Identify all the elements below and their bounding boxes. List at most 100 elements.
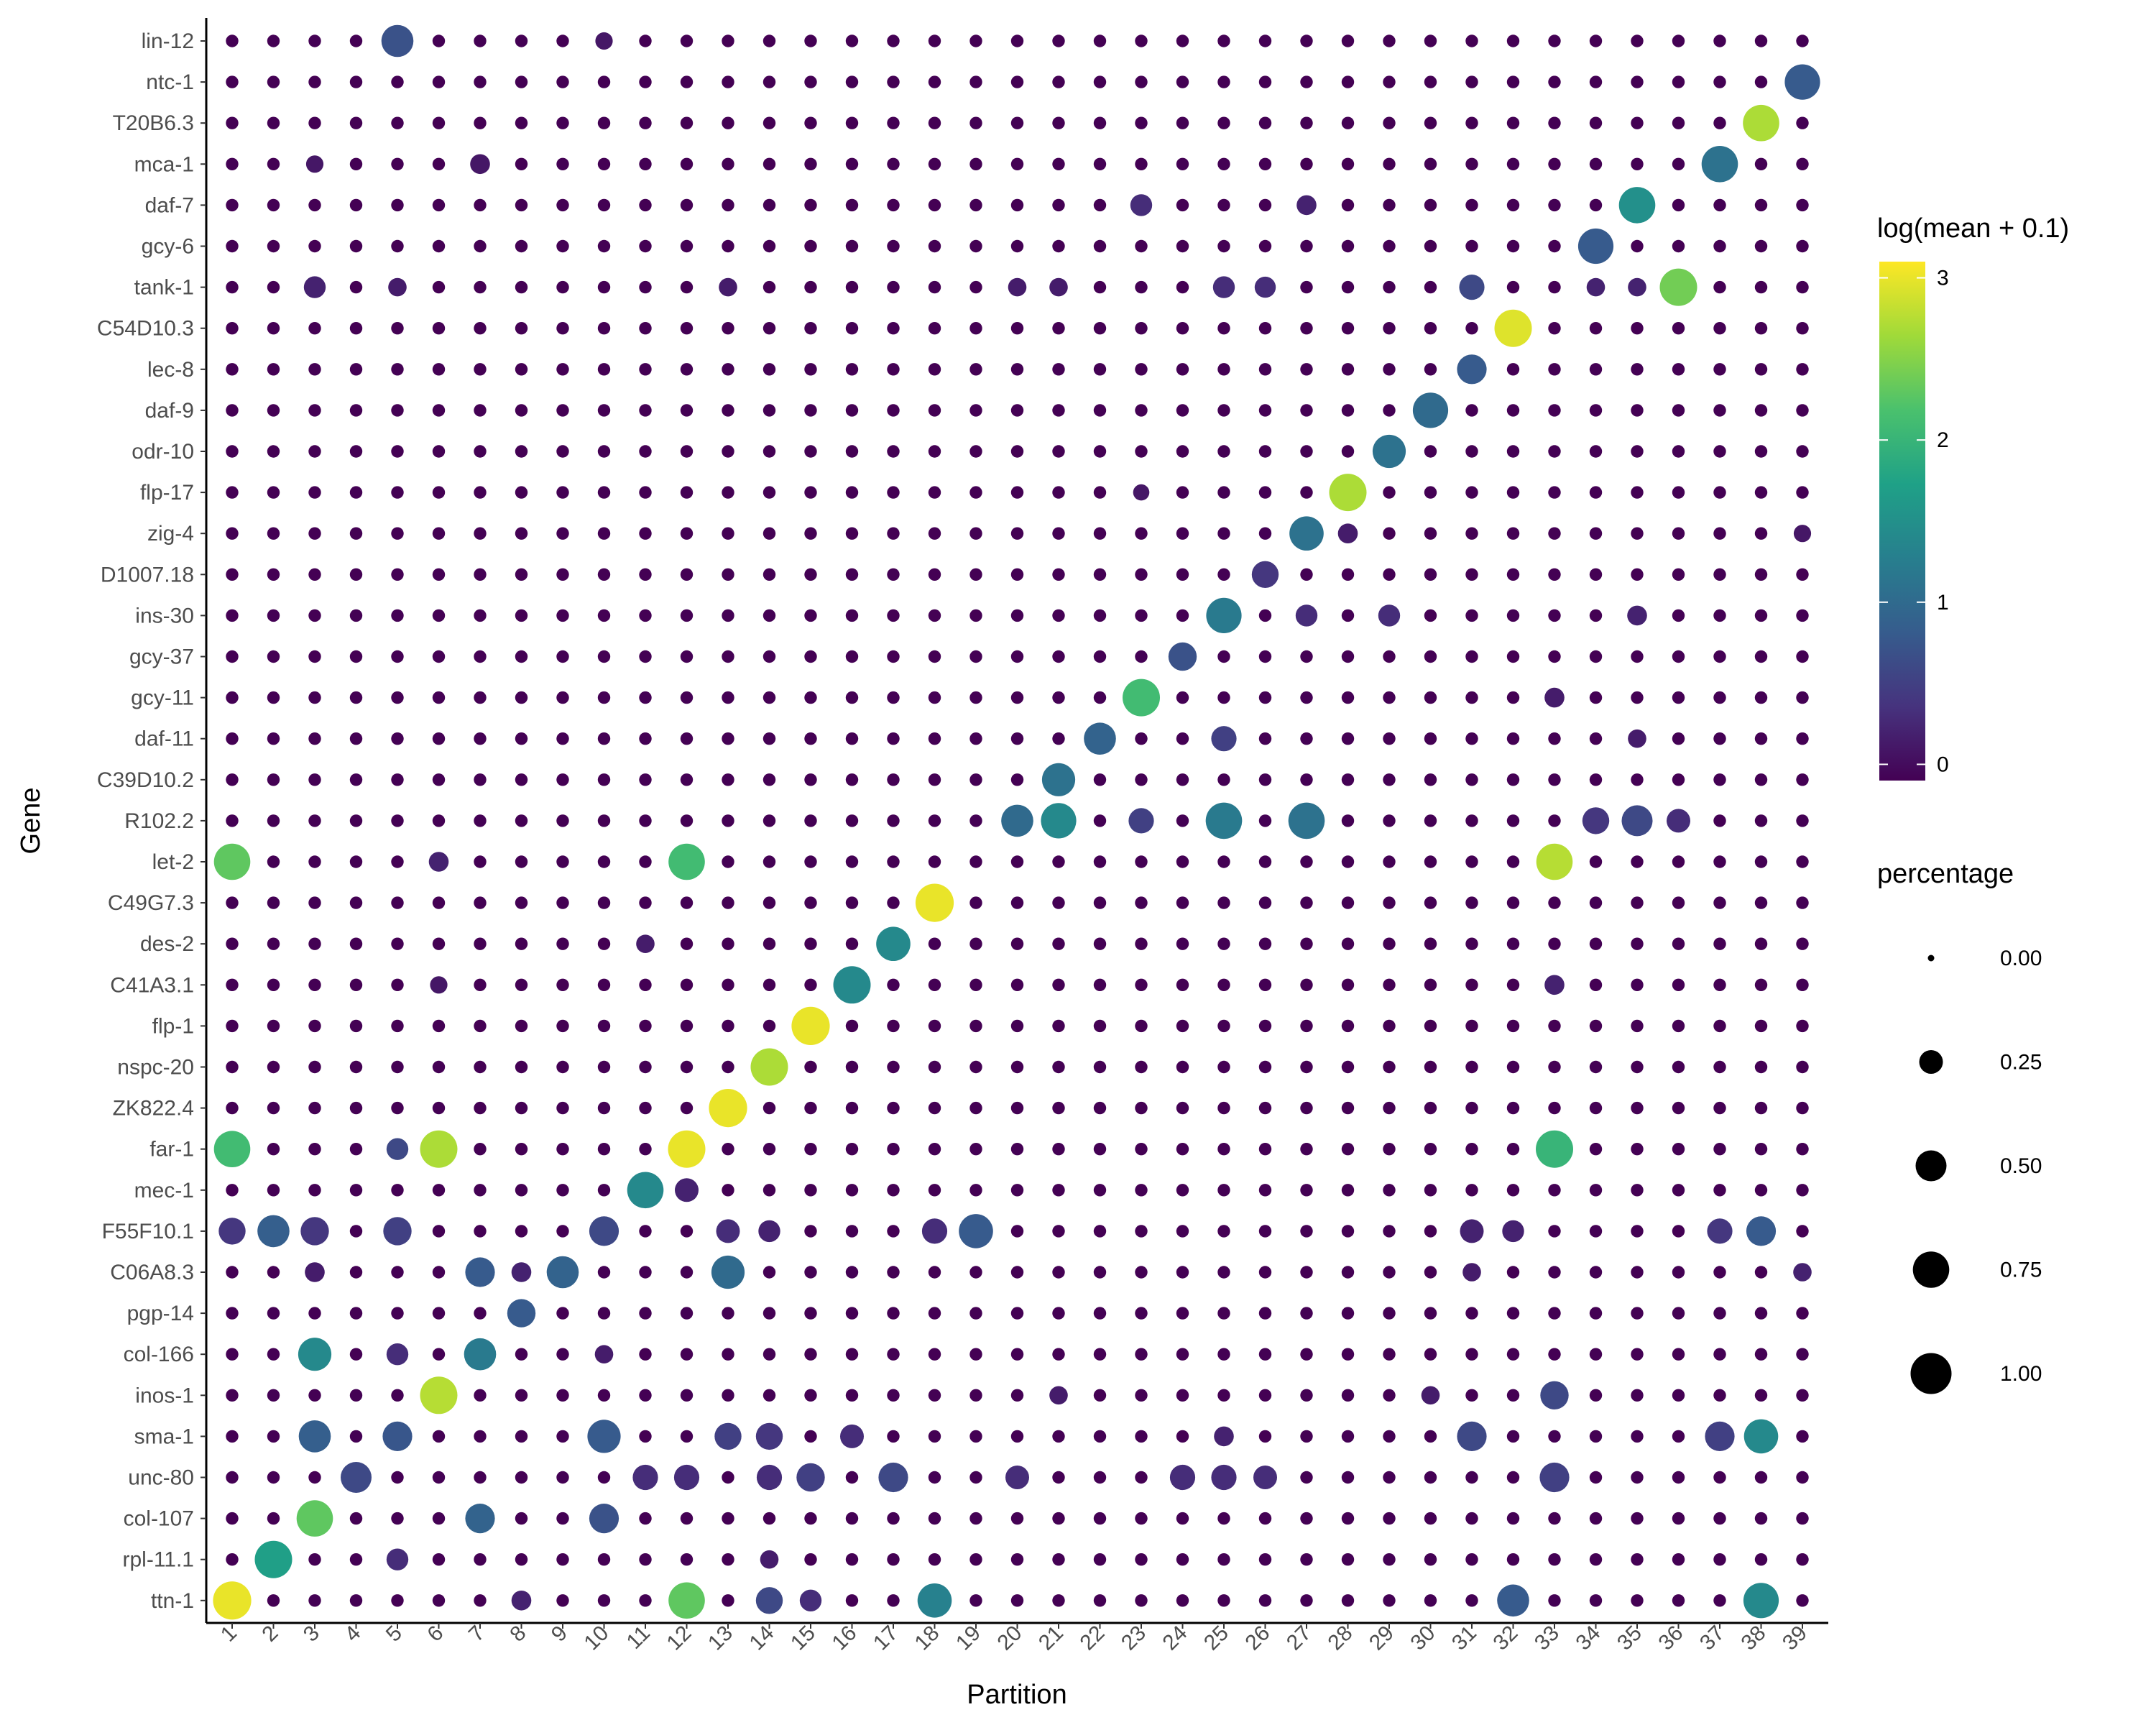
dot-point xyxy=(1465,609,1478,622)
dot-point xyxy=(799,1589,822,1611)
dot-point xyxy=(391,1060,404,1074)
dot-point xyxy=(515,527,528,540)
partition-label: 33 xyxy=(1530,1622,1564,1655)
dot-point xyxy=(969,1348,982,1361)
dot-point xyxy=(386,1343,409,1366)
dot-point xyxy=(887,280,900,294)
dot-point xyxy=(969,1430,982,1443)
dot-point xyxy=(639,116,652,129)
dot-point xyxy=(267,1307,280,1320)
dot-point xyxy=(1176,814,1189,827)
dot-point xyxy=(1093,34,1107,47)
dot-point xyxy=(597,650,611,663)
dot-point xyxy=(1713,609,1726,622)
dot-point xyxy=(349,1512,363,1525)
dot-point xyxy=(1135,1553,1148,1566)
dot-point xyxy=(969,1019,982,1033)
dot-point xyxy=(1506,814,1520,827)
dot-point xyxy=(887,1143,900,1156)
dot-point xyxy=(887,1307,900,1320)
dot-point xyxy=(1672,1512,1685,1525)
dot-point xyxy=(1052,937,1065,950)
size-legend-label: 0.25 xyxy=(2000,1051,2042,1075)
dot-point xyxy=(1176,280,1189,294)
dot-point xyxy=(1383,1143,1396,1156)
dot-point xyxy=(267,1184,280,1197)
dot-point xyxy=(1672,1307,1685,1320)
dot-point xyxy=(511,1262,532,1282)
gene-label: zig-4 xyxy=(147,522,194,546)
dot-point xyxy=(1548,1019,1561,1033)
dot-point xyxy=(887,322,900,335)
dot-point xyxy=(226,75,239,88)
dot-point xyxy=(1010,1266,1024,1279)
dot-point xyxy=(474,1143,487,1156)
dot-point xyxy=(845,322,859,335)
dot-point xyxy=(1052,1471,1065,1484)
dot-point xyxy=(804,527,817,540)
dot-point xyxy=(1211,726,1237,752)
dot-point xyxy=(226,527,239,540)
dot-point xyxy=(1383,1266,1396,1279)
dot-point xyxy=(878,1462,908,1493)
dot-point xyxy=(1258,34,1272,47)
partition-label: 31 xyxy=(1447,1622,1481,1655)
dot-point xyxy=(969,814,982,827)
dot-point xyxy=(267,1101,280,1115)
dot-point xyxy=(308,1143,321,1156)
dot-point xyxy=(1796,1553,1809,1566)
dot-point xyxy=(1383,691,1396,704)
dot-point xyxy=(639,1225,652,1238)
dot-point xyxy=(636,934,655,953)
gene-label: C41A3.1 xyxy=(110,973,194,997)
dot-point xyxy=(928,568,941,581)
dot-point xyxy=(391,1101,404,1115)
dot-point xyxy=(213,1581,252,1620)
dot-point xyxy=(1214,1426,1234,1447)
dot-point xyxy=(680,1019,694,1033)
dot-point xyxy=(391,239,404,253)
dot-point xyxy=(1341,157,1355,170)
dot-point xyxy=(1258,650,1272,663)
dot-point xyxy=(1796,1389,1809,1402)
dot-point xyxy=(597,239,611,253)
dot-point xyxy=(341,1462,372,1493)
dot-point xyxy=(1713,1184,1726,1197)
dot-point xyxy=(1796,239,1809,253)
dot-point xyxy=(1258,732,1272,745)
dot-point xyxy=(1049,1386,1068,1405)
dot-point xyxy=(1176,239,1189,253)
dot-point xyxy=(349,978,363,992)
dot-point xyxy=(1383,1307,1396,1320)
dot-point xyxy=(1341,650,1355,663)
dot-point xyxy=(1796,732,1809,745)
dot-point xyxy=(1383,732,1396,745)
dot-point xyxy=(308,363,321,376)
partition-label: 25 xyxy=(1199,1622,1233,1655)
dot-point xyxy=(349,157,363,170)
dot-point xyxy=(428,852,449,872)
dot-point xyxy=(474,486,487,499)
dot-point xyxy=(386,1138,409,1160)
dot-point xyxy=(556,34,569,47)
dot-point xyxy=(298,1420,331,1453)
dot-point xyxy=(1548,1430,1561,1443)
dot-point xyxy=(556,1307,569,1320)
dot-point xyxy=(1672,116,1685,129)
dot-point xyxy=(515,773,528,786)
dot-point xyxy=(432,814,446,827)
dot-point xyxy=(556,978,569,992)
dot-point xyxy=(1412,392,1449,428)
dot-point xyxy=(1383,239,1396,253)
dot-point xyxy=(349,1430,363,1443)
dot-point xyxy=(1793,525,1812,543)
gene-label: F55F10.1 xyxy=(102,1220,194,1243)
dot-point xyxy=(1300,1225,1313,1238)
dot-point xyxy=(1796,34,1809,47)
partition-label: 18 xyxy=(911,1622,944,1655)
dot-point xyxy=(515,1019,528,1033)
dot-point xyxy=(391,116,404,129)
dot-point xyxy=(298,1338,332,1371)
dot-point xyxy=(1754,486,1768,499)
